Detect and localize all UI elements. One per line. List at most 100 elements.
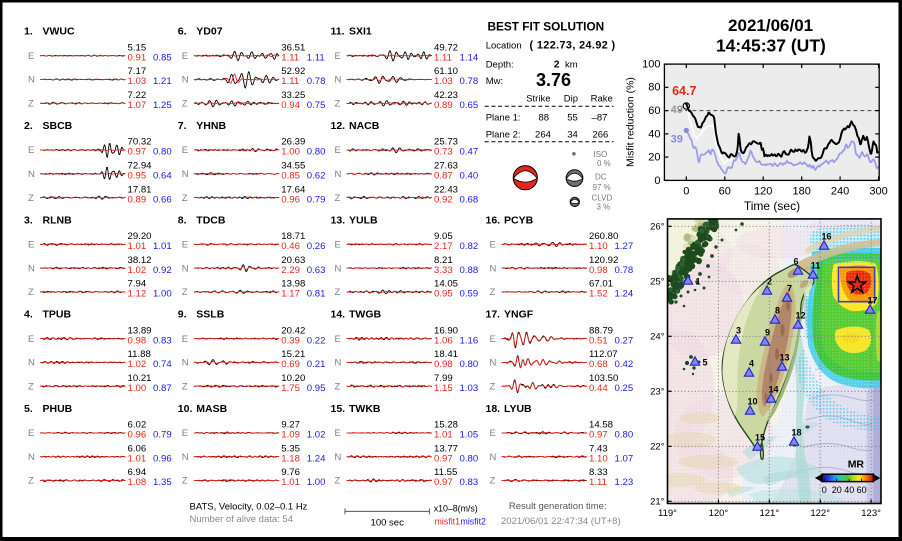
svg-text:14.05: 14.05 bbox=[434, 279, 458, 290]
svg-text:PHUB: PHUB bbox=[43, 403, 73, 415]
svg-text:2: 2 bbox=[554, 59, 560, 70]
svg-text:1.27: 1.27 bbox=[615, 241, 634, 252]
svg-text:122°: 122° bbox=[810, 508, 830, 519]
svg-text:NACB: NACB bbox=[349, 120, 380, 132]
svg-text:0.78: 0.78 bbox=[615, 265, 634, 276]
svg-text:2021/06/01: 2021/06/01 bbox=[728, 16, 813, 35]
svg-text:1.52: 1.52 bbox=[589, 289, 608, 300]
svg-text:8.21: 8.21 bbox=[434, 255, 453, 266]
svg-text:0: 0 bbox=[822, 485, 827, 495]
svg-text:72.94: 72.94 bbox=[128, 161, 153, 172]
svg-text:266: 266 bbox=[592, 130, 608, 141]
svg-text:24°: 24° bbox=[650, 332, 665, 343]
svg-text:15.: 15. bbox=[331, 403, 346, 415]
svg-text:1.09: 1.09 bbox=[281, 430, 300, 441]
svg-text:N: N bbox=[335, 452, 342, 463]
svg-text:0.26: 0.26 bbox=[307, 241, 326, 252]
svg-text:240: 240 bbox=[831, 186, 849, 198]
svg-text:14.58: 14.58 bbox=[589, 420, 613, 431]
svg-text:0.96: 0.96 bbox=[153, 453, 172, 464]
svg-text:10.: 10. bbox=[178, 403, 193, 415]
svg-text:0.96: 0.96 bbox=[281, 194, 300, 205]
svg-text:0.51: 0.51 bbox=[589, 335, 608, 346]
svg-text:1.07: 1.07 bbox=[615, 453, 634, 464]
svg-text:3.76: 3.76 bbox=[536, 70, 571, 90]
svg-text:14.: 14. bbox=[331, 309, 346, 321]
svg-text:Location: Location bbox=[486, 40, 522, 51]
svg-text:E: E bbox=[335, 428, 341, 439]
svg-text:0.65: 0.65 bbox=[460, 100, 479, 111]
svg-text:E: E bbox=[335, 51, 341, 62]
svg-text:1.21: 1.21 bbox=[153, 76, 172, 87]
svg-text:9.76: 9.76 bbox=[281, 467, 300, 478]
svg-text:88: 88 bbox=[539, 112, 550, 123]
svg-text:ISO: ISO bbox=[594, 150, 608, 159]
svg-text:0.25: 0.25 bbox=[615, 383, 634, 394]
svg-text:Plane 1:: Plane 1: bbox=[486, 112, 521, 123]
svg-text:0.83: 0.83 bbox=[153, 335, 172, 346]
svg-text:0.78: 0.78 bbox=[307, 76, 326, 87]
svg-text:7: 7 bbox=[787, 284, 792, 294]
svg-text:60: 60 bbox=[719, 186, 731, 198]
svg-text:0.80: 0.80 bbox=[460, 359, 479, 370]
svg-text:0.42: 0.42 bbox=[615, 359, 634, 370]
svg-text:80: 80 bbox=[648, 82, 660, 94]
svg-text:16.90: 16.90 bbox=[434, 325, 458, 336]
svg-text:1.00: 1.00 bbox=[153, 289, 172, 300]
svg-text:0.89: 0.89 bbox=[128, 194, 147, 205]
svg-text:2.17: 2.17 bbox=[434, 241, 453, 252]
svg-text:22.43: 22.43 bbox=[434, 184, 458, 195]
svg-text:1.24: 1.24 bbox=[307, 453, 326, 464]
svg-text:Z: Z bbox=[182, 193, 188, 204]
svg-text:3: 3 bbox=[736, 326, 741, 336]
svg-text:120: 120 bbox=[754, 186, 772, 198]
svg-text:5: 5 bbox=[703, 358, 708, 368]
svg-text:0.82: 0.82 bbox=[460, 241, 479, 252]
svg-text:YD07: YD07 bbox=[196, 26, 222, 38]
svg-text:0.46: 0.46 bbox=[281, 241, 300, 252]
svg-text:40: 40 bbox=[844, 485, 854, 495]
svg-text:0.95: 0.95 bbox=[434, 289, 453, 300]
svg-text:1.00: 1.00 bbox=[281, 147, 300, 158]
svg-text:64.7: 64.7 bbox=[672, 84, 696, 98]
svg-text:1.75: 1.75 bbox=[281, 383, 300, 394]
svg-text:0.83: 0.83 bbox=[460, 477, 479, 488]
svg-text:Z: Z bbox=[28, 476, 34, 487]
svg-text:42.23: 42.23 bbox=[434, 90, 458, 101]
svg-text:0.63: 0.63 bbox=[307, 265, 326, 276]
svg-text:Time (sec): Time (sec) bbox=[744, 199, 800, 213]
svg-text:Strike: Strike bbox=[526, 94, 550, 105]
svg-text:7.22: 7.22 bbox=[128, 90, 147, 101]
svg-text:E: E bbox=[490, 428, 496, 439]
svg-text:9: 9 bbox=[765, 328, 770, 338]
svg-text:0.44: 0.44 bbox=[589, 383, 608, 394]
svg-text:60: 60 bbox=[857, 485, 867, 495]
svg-text:Misfit reduction (%): Misfit reduction (%) bbox=[625, 77, 637, 167]
svg-text:N: N bbox=[490, 263, 497, 274]
svg-text:Z: Z bbox=[182, 381, 188, 392]
svg-text:12.: 12. bbox=[331, 120, 346, 132]
svg-text:1.18: 1.18 bbox=[281, 453, 300, 464]
svg-text:Result generation time:: Result generation time: bbox=[509, 501, 607, 512]
svg-text:39: 39 bbox=[671, 133, 683, 145]
svg-text:1.02: 1.02 bbox=[128, 265, 147, 276]
svg-text:E: E bbox=[490, 240, 496, 251]
svg-text:13.: 13. bbox=[331, 214, 346, 226]
svg-text:BATS, Velocity, 0.02–0.1 Hz: BATS, Velocity, 0.02–0.1 Hz bbox=[190, 501, 308, 512]
svg-text:N: N bbox=[182, 169, 189, 180]
svg-text:1.12: 1.12 bbox=[128, 289, 147, 300]
svg-text:PCYB: PCYB bbox=[504, 214, 534, 226]
svg-text:14: 14 bbox=[768, 385, 778, 395]
svg-text:1.15: 1.15 bbox=[434, 383, 453, 394]
svg-text:0: 0 bbox=[683, 186, 689, 198]
svg-text:E: E bbox=[182, 240, 188, 251]
svg-text:1.: 1. bbox=[24, 26, 33, 38]
svg-text:10: 10 bbox=[747, 397, 757, 407]
svg-text:1.11: 1.11 bbox=[307, 52, 325, 63]
svg-text:E: E bbox=[28, 145, 34, 156]
svg-text:7.43: 7.43 bbox=[589, 443, 608, 454]
svg-text:49: 49 bbox=[671, 104, 683, 116]
svg-text:VWUC: VWUC bbox=[43, 26, 75, 38]
svg-text:1.01: 1.01 bbox=[128, 241, 147, 252]
svg-text:16: 16 bbox=[821, 232, 831, 242]
